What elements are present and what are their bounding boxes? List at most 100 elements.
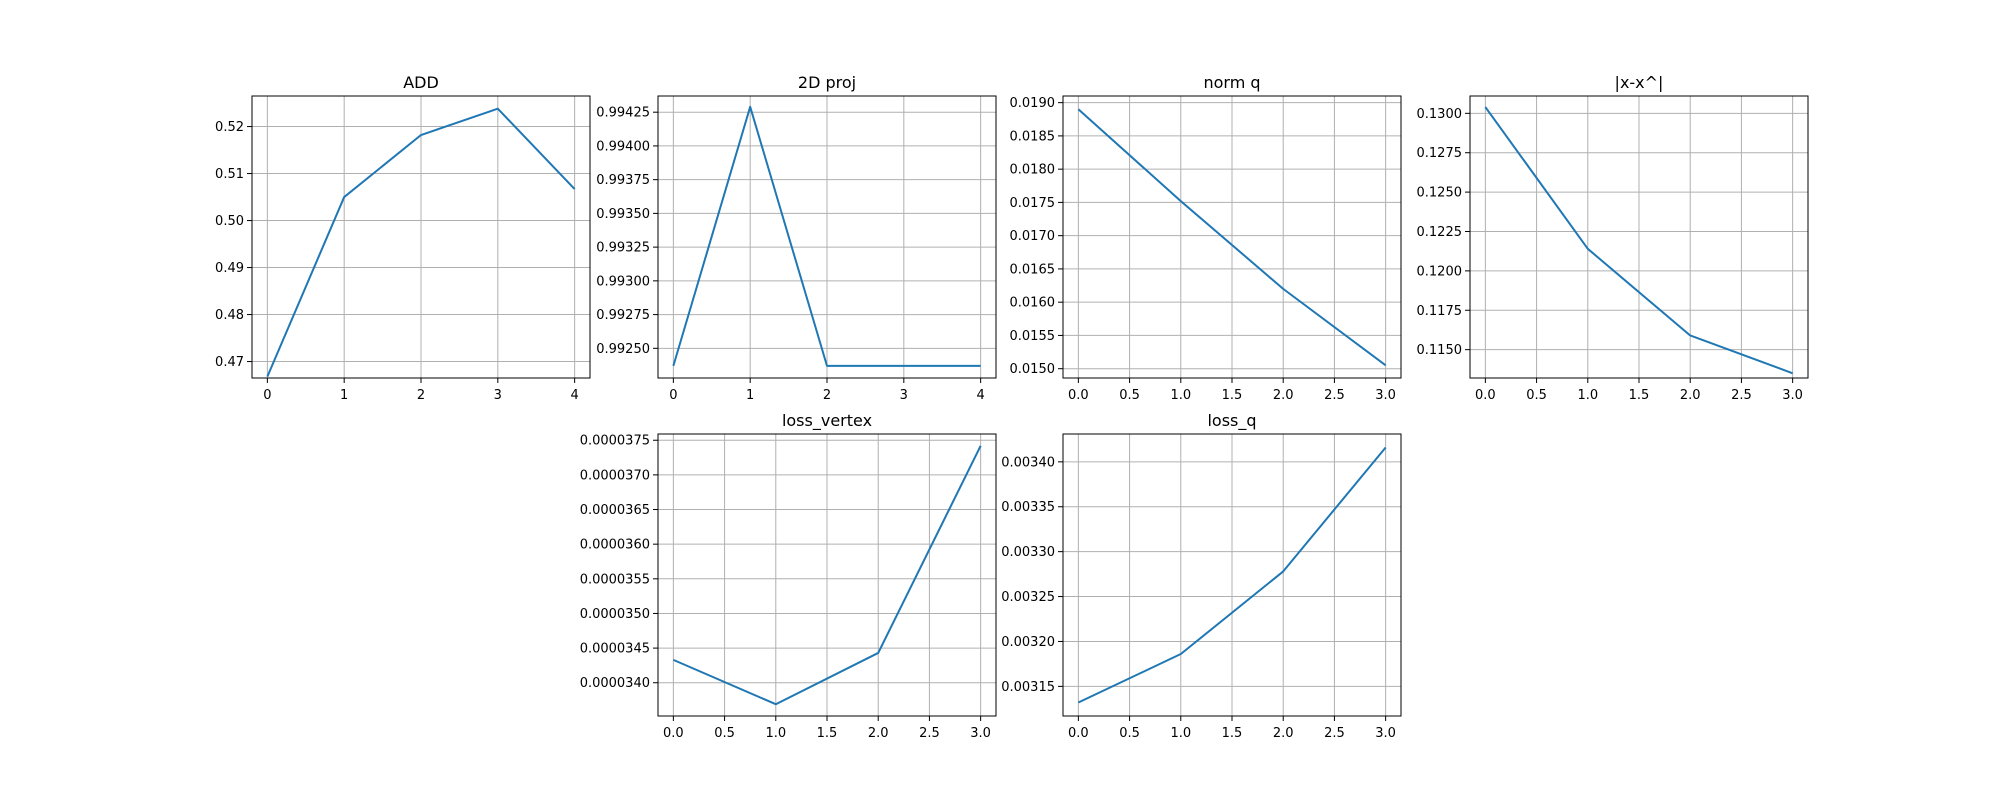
x-tick-label: 0.0 — [1068, 726, 1089, 741]
x-tick-label: 1 — [340, 388, 348, 403]
chart-panel-0: 0 1 2 3 4 0.47 0.48 0.49 0.50 0.51 0.52 ADD — [215, 73, 591, 403]
y-tick-label: 0.99325 — [596, 241, 650, 256]
series-line — [672, 445, 982, 706]
y-tick-label: 0.0170 — [1010, 229, 1056, 244]
series-line — [1077, 446, 1387, 704]
x-tick-label: 0.5 — [1119, 726, 1140, 741]
gridlines — [1063, 96, 1401, 378]
x-tick-label: 0.0 — [1475, 388, 1496, 403]
y-tick-label: 0.00335 — [1001, 500, 1055, 515]
x-tick-label: 2.5 — [1731, 388, 1752, 403]
gridlines — [252, 96, 590, 378]
chart-title: |x-x^| — [1615, 73, 1664, 92]
x-tick-label: 2 — [823, 388, 831, 403]
gridlines — [1063, 434, 1401, 716]
chart-panel-5: 0.0 0.5 1.0 1.5 2.0 2.5 3.0 0.00315 0.00320 0.003… — [1001, 411, 1402, 741]
x-tick-label: 3.0 — [970, 726, 991, 741]
chart-title: loss_q — [1207, 411, 1256, 431]
x-tick-label: 1.0 — [1170, 726, 1191, 741]
y-tick-label: 0.0165 — [1010, 262, 1056, 277]
y-tick-label: 0.99275 — [596, 308, 650, 323]
x-tick-label: 1 — [746, 388, 754, 403]
x-tick-label: 1.5 — [1222, 726, 1243, 741]
y-tick-label: 0.48 — [215, 308, 244, 323]
chart-title: 2D proj — [798, 73, 856, 92]
x-tick-label: 2.0 — [1680, 388, 1701, 403]
y-tick-label: 0.49 — [215, 261, 244, 276]
gridlines — [1470, 96, 1808, 378]
gridlines — [658, 434, 996, 716]
y-tick-label: 0.0185 — [1010, 129, 1056, 144]
y-tick-label: 0.1200 — [1417, 264, 1463, 279]
y-tick-label: 0.0160 — [1010, 296, 1056, 311]
chart-title: ADD — [403, 73, 439, 92]
y-tick-label: 0.00330 — [1001, 545, 1055, 560]
x-tick-label: 1.5 — [1629, 388, 1650, 403]
y-tick-label: 0.50 — [215, 214, 244, 229]
y-tick-label: 0.0000365 — [580, 503, 650, 518]
x-tick-label: 2.5 — [1324, 726, 1345, 741]
y-tick-label: 0.00320 — [1001, 635, 1055, 650]
y-tick-label: 0.1250 — [1417, 186, 1463, 201]
y-tick-label: 0.0150 — [1010, 362, 1056, 377]
chart-title: loss_vertex — [782, 411, 872, 431]
x-tick-label: 1.0 — [1577, 388, 1598, 403]
y-tick-label: 0.1150 — [1417, 343, 1463, 358]
y-tick-label: 0.0175 — [1010, 196, 1056, 211]
gridlines — [658, 96, 996, 378]
x-tick-label: 3.0 — [1375, 726, 1396, 741]
x-tick-label: 3 — [494, 388, 502, 403]
y-tick-label: 0.00325 — [1001, 590, 1055, 605]
x-tick-label: 0.5 — [1526, 388, 1547, 403]
series-line — [266, 107, 576, 377]
y-tick-label: 0.1275 — [1417, 146, 1463, 161]
y-tick-label: 0.99400 — [596, 139, 650, 154]
chart-panel-1: 0 1 2 3 4 0.99250 0.99275 0.99300 0.99325 0.99350… — [596, 73, 997, 403]
y-tick-label: 0.0000370 — [580, 468, 650, 483]
y-tick-label: 0.99250 — [596, 342, 650, 357]
y-tick-label: 0.0000375 — [580, 434, 650, 449]
x-tick-label: 2.5 — [919, 726, 940, 741]
y-tick-label: 0.1225 — [1417, 225, 1463, 240]
y-tick-label: 0.00315 — [1001, 680, 1055, 695]
x-tick-label: 2.0 — [1273, 388, 1294, 403]
chart-title: norm q — [1203, 73, 1260, 92]
x-tick-label: 4 — [976, 388, 984, 403]
y-tick-label: 0.0155 — [1010, 329, 1056, 344]
chart-panel-3: 0.0 0.5 1.0 1.5 2.0 2.5 3.0 0.1150 0.1175 0.1200 0… — [1417, 73, 1809, 403]
x-tick-label: 3.0 — [1782, 388, 1803, 403]
y-tick-label: 0.0190 — [1010, 96, 1056, 111]
x-tick-label: 3 — [900, 388, 908, 403]
x-tick-label: 0.5 — [714, 726, 735, 741]
chart-panel-2: 0.0 0.5 1.0 1.5 2.0 2.5 3.0 0.0150 0.0155 0.0160 0… — [1010, 73, 1402, 403]
y-tick-label: 0.0000360 — [580, 538, 650, 553]
series-line — [1484, 106, 1793, 375]
x-tick-label: 1.0 — [1170, 388, 1191, 403]
y-tick-label: 0.1175 — [1417, 304, 1463, 319]
y-tick-label: 0.0000340 — [580, 676, 650, 691]
x-tick-label: 2.0 — [1273, 726, 1294, 741]
y-tick-label: 0.00340 — [1001, 455, 1055, 470]
chart-panel-4: 0.0 0.5 1.0 1.5 2.0 2.5 3.0 0.0000340 0.0000345 0… — [580, 411, 997, 741]
x-tick-label: 2.0 — [868, 726, 889, 741]
x-tick-label: 0 — [669, 388, 677, 403]
y-tick-label: 0.51 — [215, 167, 244, 182]
x-tick-label: 1.0 — [765, 726, 786, 741]
x-tick-label: 1.5 — [817, 726, 838, 741]
y-tick-label: 0.99300 — [596, 274, 650, 289]
x-tick-label: 1.5 — [1222, 388, 1243, 403]
y-tick-label: 0.99350 — [596, 207, 650, 222]
y-tick-label: 0.0000355 — [580, 572, 650, 587]
x-tick-label: 4 — [570, 388, 578, 403]
y-tick-label: 0.0000345 — [580, 642, 650, 657]
y-tick-label: 0.0000350 — [580, 607, 650, 622]
y-tick-label: 0.99425 — [596, 106, 650, 121]
x-tick-label: 0.5 — [1119, 388, 1140, 403]
x-tick-label: 2 — [417, 388, 425, 403]
y-tick-label: 0.52 — [215, 120, 244, 135]
x-tick-label: 2.5 — [1324, 388, 1345, 403]
y-tick-label: 0.1300 — [1417, 107, 1463, 122]
y-tick-label: 0.0180 — [1010, 163, 1056, 178]
series-line — [672, 105, 981, 367]
